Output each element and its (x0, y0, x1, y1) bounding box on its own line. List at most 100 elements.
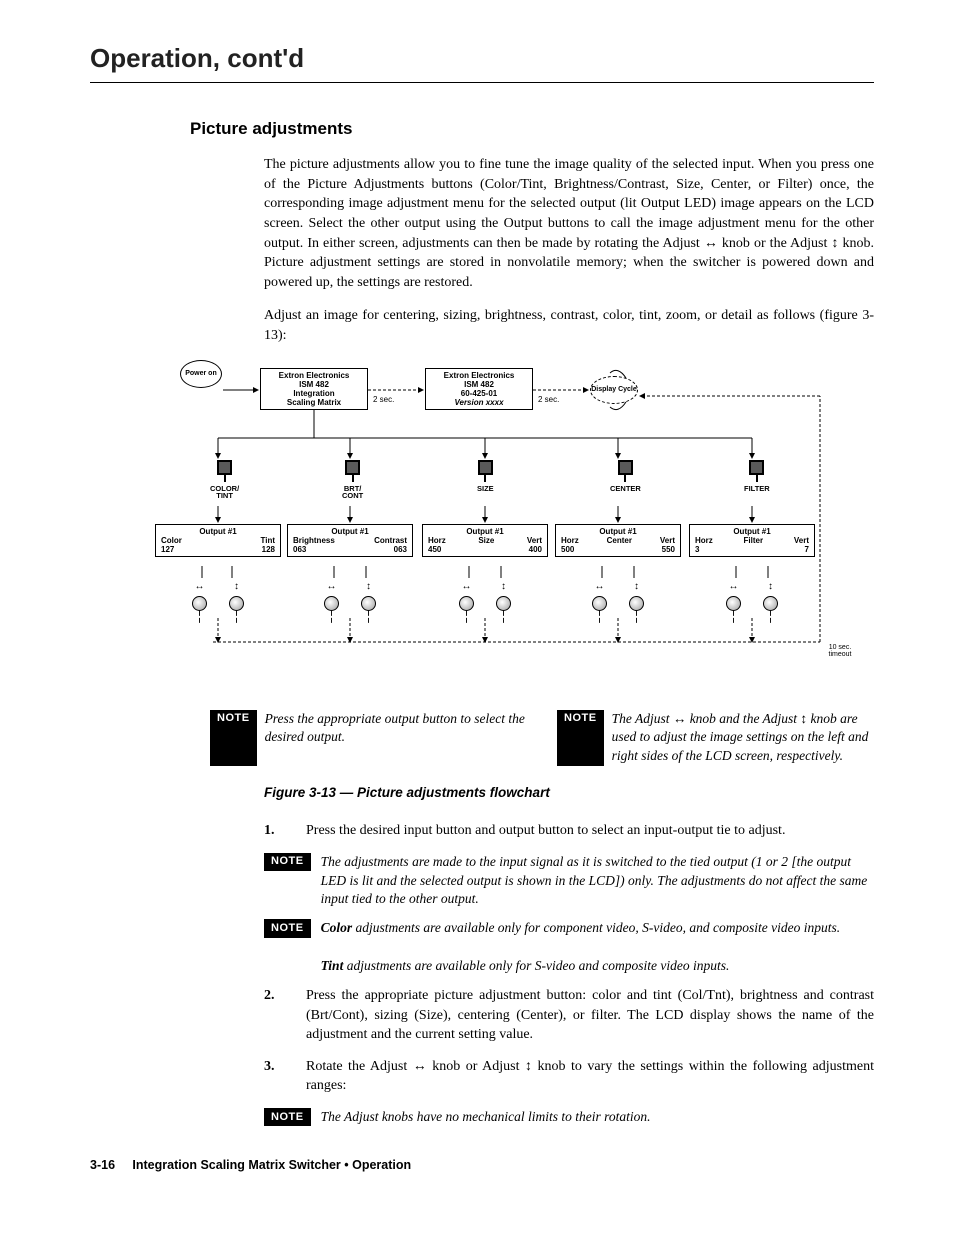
adjustment-lcd: Output #1ColorTint127128 (155, 524, 281, 558)
adjust-knobs: ↔╎↕╎ (180, 580, 256, 621)
knob-vertical: ↕╎ (229, 580, 244, 621)
footer-title: Integration Scaling Matrix Switcher • Op… (132, 1158, 411, 1172)
ud-arrow-icon: ↕ (366, 580, 371, 594)
button-label: BRT/CONT (342, 485, 363, 501)
knob-horizontal: ↔╎ (459, 580, 474, 621)
lr-arrow-icon: ↔ (595, 580, 605, 594)
lcd-line: Extron Electronics (264, 371, 364, 380)
knob-horizontal: ↔╎ (192, 580, 207, 621)
lcd-labels: HorzCenterVert (559, 536, 677, 545)
down-arrow-icon: ╎ (767, 613, 774, 621)
down-arrow-icon: ╎ (196, 613, 203, 621)
lcd-line: Scaling Matrix (264, 398, 364, 407)
adjust-button: SIZE (477, 460, 494, 493)
step-2: 2. Press the appropriate picture adjustm… (264, 986, 874, 1045)
down-arrow-icon: ╎ (596, 613, 603, 621)
note-text: Color adjustments are available only for… (321, 919, 874, 976)
lcd-values: 500550 (559, 545, 677, 554)
lcd-output: Output #1 (693, 527, 811, 536)
lcd-values: 127128 (159, 545, 277, 554)
note-badge: NOTE (264, 919, 311, 937)
lcd-values: 37 (693, 545, 811, 554)
lr-arrow-icon: ↔ (462, 580, 472, 594)
button-stem (352, 475, 354, 482)
button-stem (756, 475, 758, 482)
lcd-line: ISM 482 (264, 380, 364, 389)
adjust-button: COLOR/TINT (210, 460, 239, 501)
note-c: NOTE The Adjust knobs have no mechanical… (264, 1108, 874, 1127)
lcd-boot-1: Extron Electronics ISM 482 Integration S… (260, 368, 368, 411)
adjust-knobs: ↔╎↕╎ (447, 580, 523, 621)
lcd-line: Extron Electronics (429, 371, 529, 380)
section-title: Picture adjustments (190, 117, 874, 141)
adjust-knobs: ↔╎↕╎ (312, 580, 388, 621)
note-rest: adjustments are available only for compo… (352, 920, 840, 935)
button-stem (624, 475, 626, 482)
lr-arrow-icon: ↔ (327, 580, 337, 594)
down-arrow-icon: ╎ (328, 613, 335, 621)
flowchart-notes: NOTE Press the appropriate output button… (210, 710, 874, 767)
knob-icon (496, 596, 511, 611)
knob-vertical: ↕╎ (361, 580, 376, 621)
lcd-output: Output #1 (426, 527, 544, 536)
note-badge: NOTE (264, 1108, 311, 1126)
knob-icon (192, 596, 207, 611)
note-b: NOTE Color adjustments are available onl… (264, 919, 874, 976)
knob-icon (459, 596, 474, 611)
ud-arrow-icon: ↕ (234, 580, 239, 594)
note-text: The adjustments are made to the input si… (321, 853, 874, 910)
step-3: 3. Rotate the Adjust ↔ knob or Adjust ↕ … (264, 1057, 874, 1096)
step-body: Rotate the Adjust ↔ knob or Adjust ↕ kno… (306, 1057, 874, 1096)
button-label: COLOR/TINT (210, 485, 239, 501)
knob-horizontal: ↔╎ (592, 580, 607, 621)
note-text: The Adjust knobs have no mechanical limi… (321, 1108, 874, 1127)
adjustment-lcd: Output #1HorzSizeVert450400 (422, 524, 548, 558)
knob-vertical: ↕╎ (763, 580, 778, 621)
lcd-labels: HorzSizeVert (426, 536, 544, 545)
knob-icon (726, 596, 741, 611)
lcd-line: Integration (264, 389, 364, 398)
lcd-output: Output #1 (291, 527, 409, 536)
page-footer: 3-16 Integration Scaling Matrix Switcher… (90, 1157, 874, 1175)
lcd-line: 60-425-01 (429, 389, 529, 398)
knob-icon (324, 596, 339, 611)
figure-caption: Figure 3-13 — Picture adjustments flowch… (264, 784, 874, 803)
adjust-knobs: ↔╎↕╎ (580, 580, 656, 621)
chapter-title: Operation, cont'd (90, 40, 874, 76)
note-rest: adjustments are available only for S-vid… (343, 958, 729, 973)
adjust-button: CENTER (610, 460, 641, 493)
lcd-labels: BrightnessContrast (291, 536, 409, 545)
knob-horizontal: ↔╎ (324, 580, 339, 621)
note-badge: NOTE (557, 710, 604, 767)
lcd-line: Version xxxx (429, 398, 529, 407)
adjustment-lcd: Output #1BrightnessContrast063063 (287, 524, 413, 558)
chapter-rule (90, 82, 874, 83)
lcd-output: Output #1 (159, 527, 277, 536)
note-badge: NOTE (210, 710, 257, 767)
intro-paragraph-1: The picture adjustments allow you to fin… (264, 155, 874, 292)
step-number: 3. (264, 1057, 282, 1096)
button-label: SIZE (477, 485, 494, 493)
adjust-knobs: ↔╎ ↕╎ (714, 580, 790, 621)
step-body: Press the appropriate picture adjustment… (306, 986, 874, 1045)
button-stem (484, 475, 486, 482)
button-label: FILTER (744, 485, 770, 493)
timeout-label: 10 sec. timeout (820, 644, 860, 659)
adjustment-lcd: Output #1HorzCenterVert500550 (555, 524, 681, 558)
lr-arrow-icon: ↔ (195, 580, 205, 594)
button-icon (618, 460, 633, 475)
flowchart: Power on Extron Electronics ISM 482 Inte… (180, 360, 860, 700)
adjustment-lcd: Output #1HorzFilterVert37 (689, 524, 815, 558)
knob-horizontal: ↔╎ (726, 580, 741, 621)
down-arrow-icon: ╎ (365, 613, 372, 621)
knob-icon (763, 596, 778, 611)
adjust-button: BRT/CONT (342, 460, 363, 501)
power-on-oval: Power on (180, 360, 222, 388)
lcd-boot-2: Extron Electronics ISM 482 60-425-01 Ver… (425, 368, 533, 411)
knob-vertical: ↕╎ (629, 580, 644, 621)
note-badge: NOTE (264, 853, 311, 871)
intro-paragraph-2: Adjust an image for centering, sizing, b… (264, 306, 874, 345)
step-body: Press the desired input button and outpu… (306, 821, 874, 841)
delay-label-2: 2 sec. (538, 394, 559, 405)
button-icon (478, 460, 493, 475)
